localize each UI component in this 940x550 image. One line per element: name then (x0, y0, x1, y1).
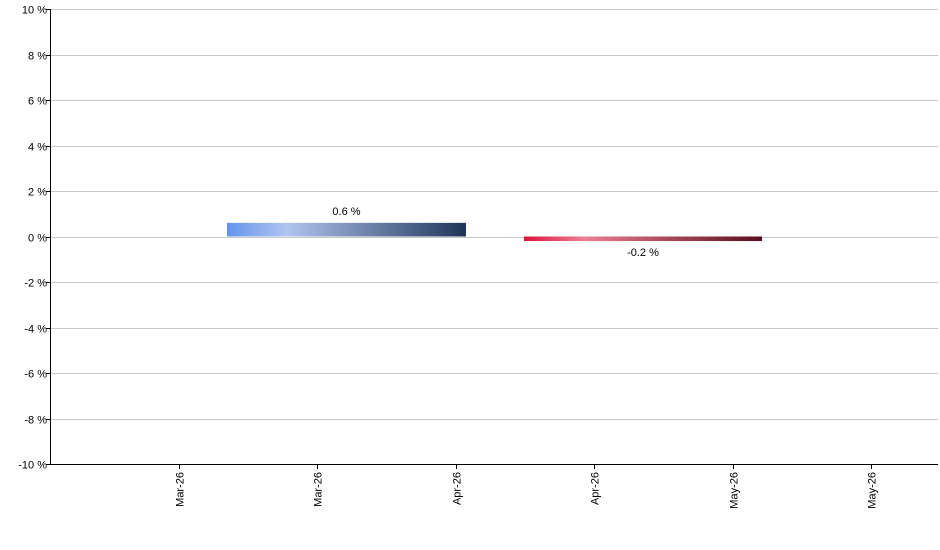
x-tick-label: Apr-26 (590, 472, 602, 505)
axes (46, 9, 938, 469)
y-tick-labels: 10 % 8 % 6 % 4 % 2 % 0 % -2 % -4 % -6 % -8 % -10 % (18, 5, 47, 472)
y-tick-label: 0 % (28, 233, 47, 245)
data-label: -0.2 % (627, 247, 659, 259)
y-tick-label: 4 % (28, 142, 47, 154)
x-tick-label: Mar-26 (313, 472, 325, 507)
y-tick-label: 10 % (22, 5, 47, 17)
y-tick-label: 6 % (28, 96, 47, 108)
y-tick-label: -6 % (24, 369, 47, 381)
x-tick-label: May-26 (867, 472, 879, 509)
bar (524, 236, 762, 242)
y-tick-label: -8 % (24, 415, 47, 427)
bars (227, 222, 762, 242)
y-tick-label: 2 % (28, 187, 47, 199)
x-tick-label: Apr-26 (452, 472, 464, 505)
data-labels: 0.6 % -0.2 % (332, 206, 659, 259)
bar (227, 222, 466, 237)
x-tick-label: Mar-26 (175, 472, 187, 507)
x-tick-label: May-26 (729, 472, 741, 509)
y-tick-label: -4 % (24, 324, 47, 336)
y-tick-label: -2 % (24, 278, 47, 290)
y-tick-label: -10 % (18, 460, 47, 472)
grid-lines (50, 9, 938, 465)
data-label: 0.6 % (332, 206, 360, 218)
x-tick-labels: Mar-26 Mar-26 Apr-26 Apr-26 May-26 May-26 (175, 472, 879, 509)
y-tick-label: 8 % (28, 51, 47, 63)
